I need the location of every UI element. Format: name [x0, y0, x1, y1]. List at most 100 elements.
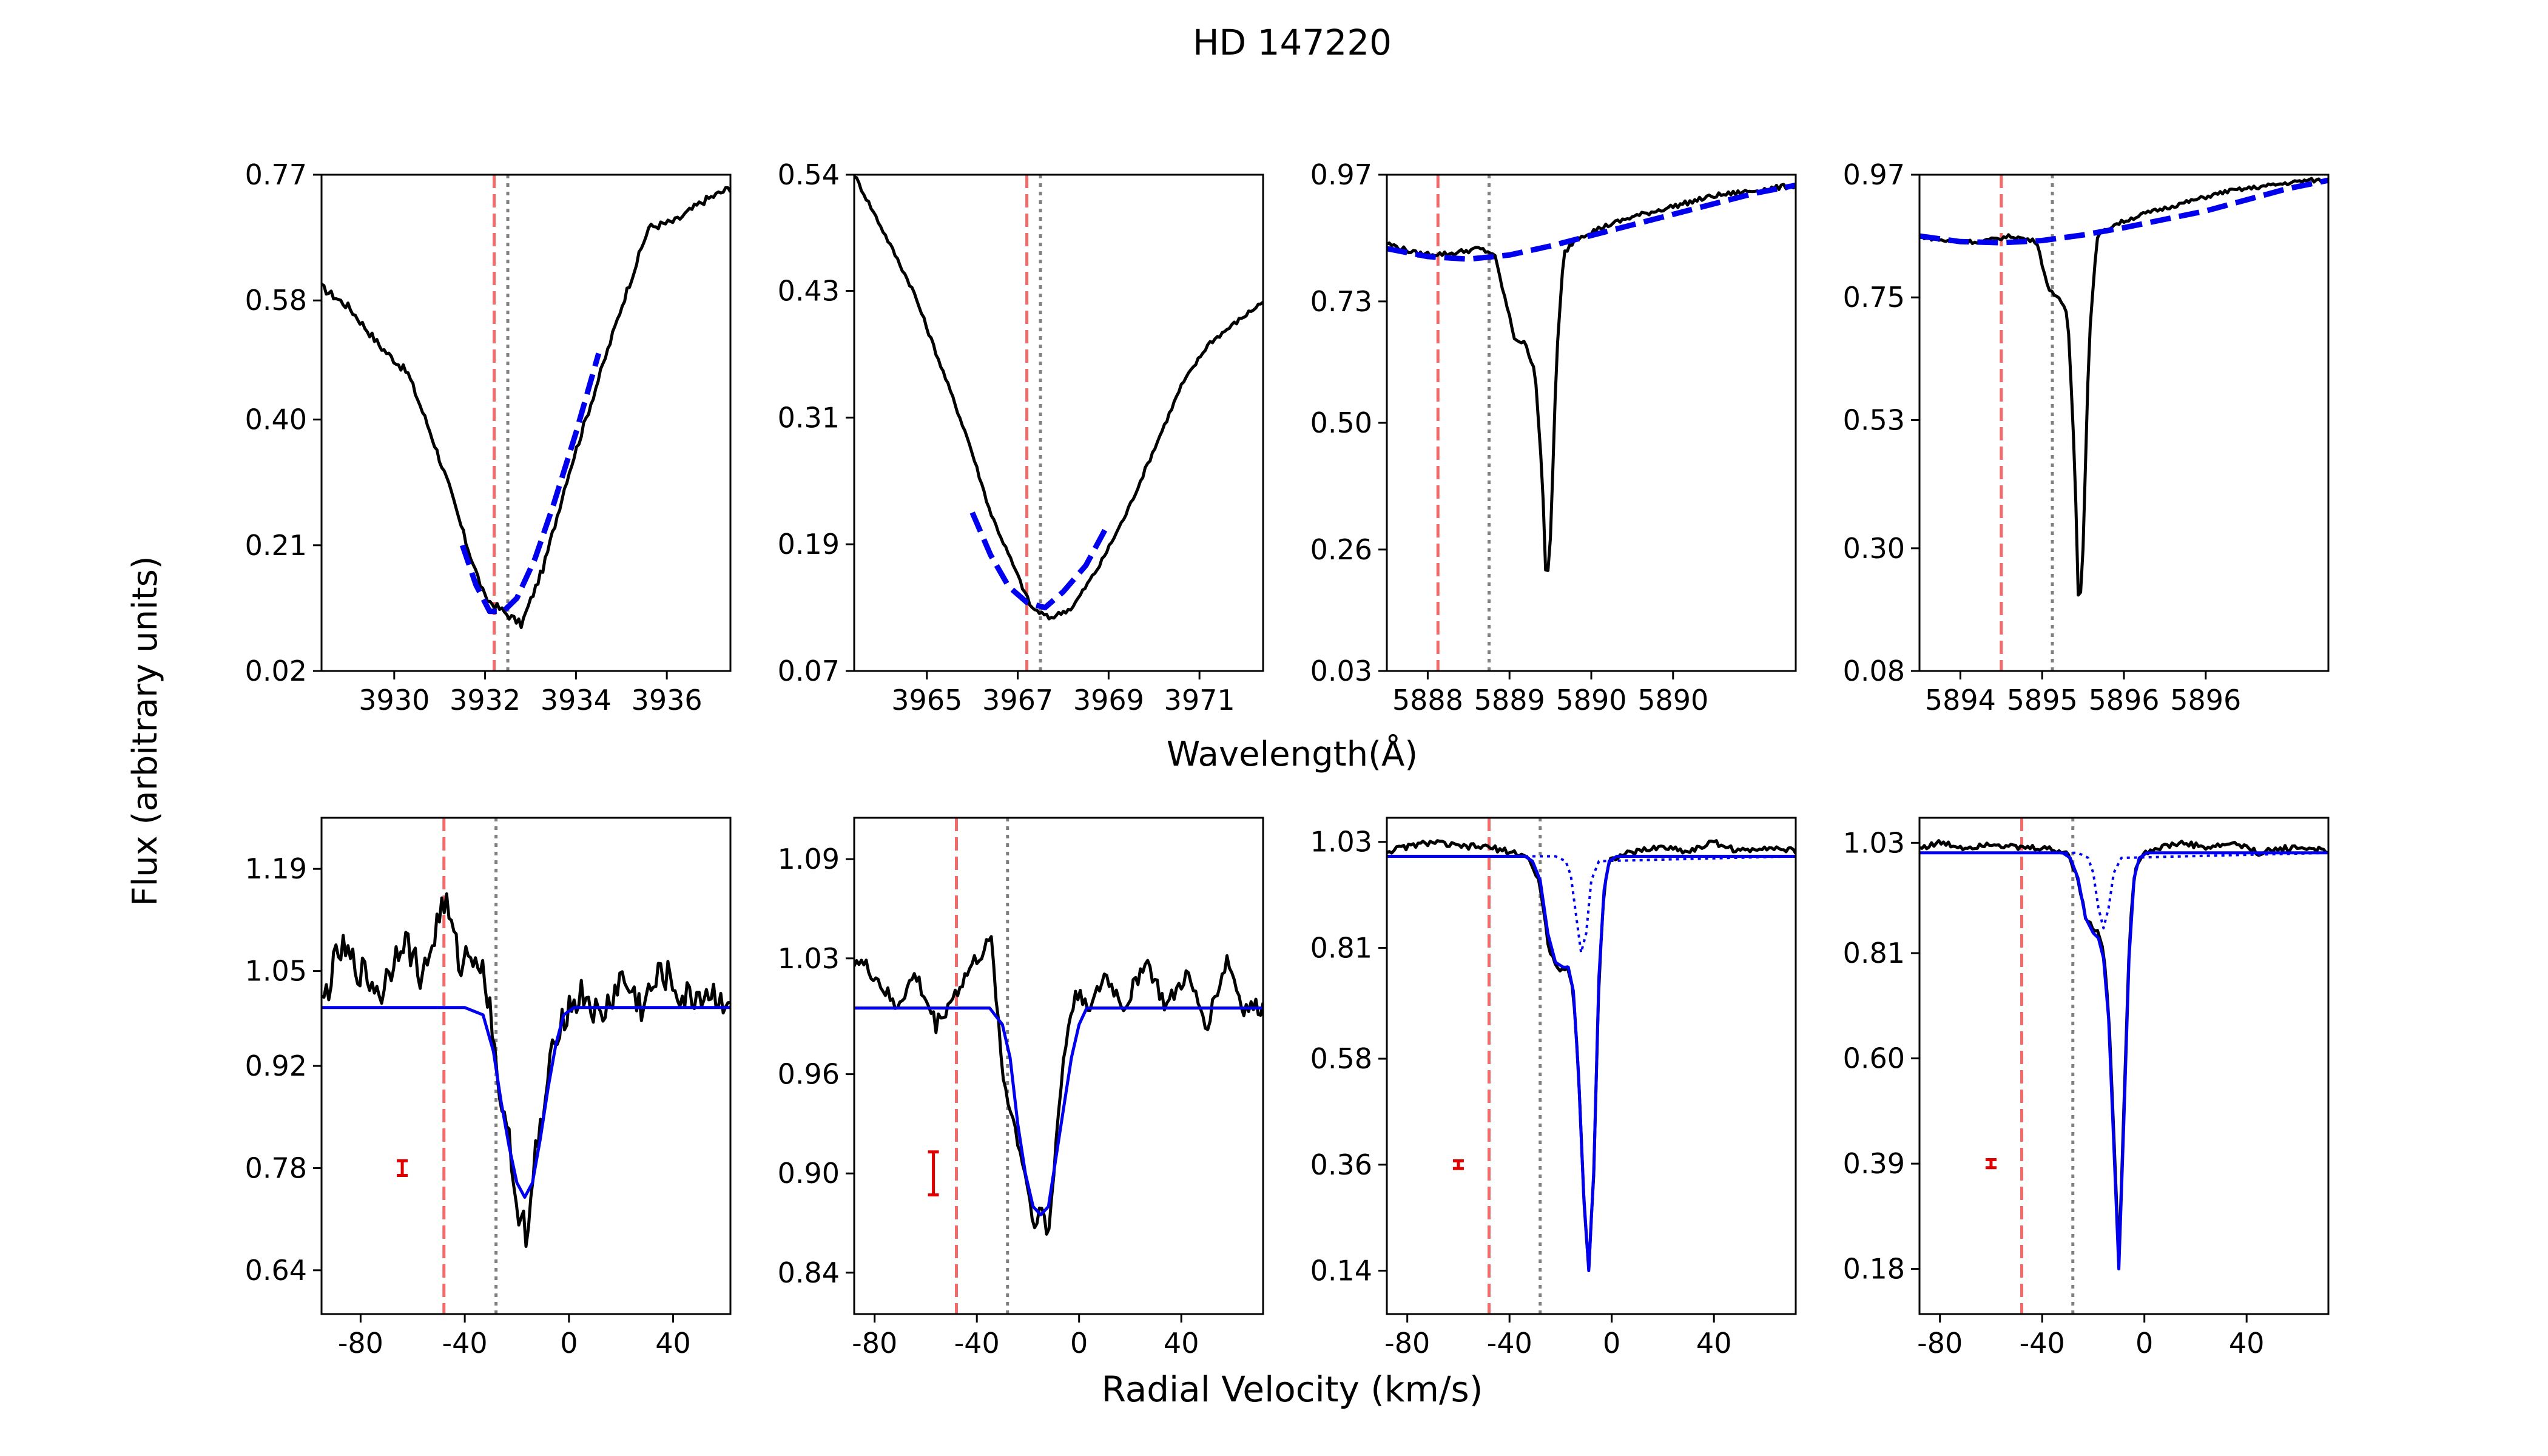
y-tick-label: 0.54: [778, 158, 840, 191]
plot-area: [322, 175, 730, 671]
x-tick-label: -40: [2020, 1327, 2065, 1360]
x-tick-label: 0: [1603, 1327, 1620, 1360]
y-tick-label: 0.81: [1310, 931, 1372, 964]
error-bar: [397, 1159, 408, 1177]
x-tick-label: 0: [2135, 1327, 2153, 1360]
y-tick-label: 0.75: [1843, 281, 1905, 314]
series-component: [1387, 855, 1796, 954]
x-tick-label: 3934: [541, 684, 612, 716]
series-fit: [854, 1006, 1263, 1216]
axes-frame: [853, 817, 1264, 1315]
x-tick-label: 5890: [1555, 684, 1626, 716]
x-axis-label-wavelength: Wavelength(Å): [1167, 734, 1418, 774]
y-tick-label: 1.03: [1310, 826, 1372, 858]
axes-frame: [1386, 817, 1797, 1315]
series-fit: [969, 511, 1111, 611]
x-tick-label: -80: [338, 1327, 383, 1360]
y-tick-label: 0.19: [778, 528, 840, 561]
y-tick-label: 0.14: [1310, 1255, 1372, 1287]
y-tick-label: 0.30: [1843, 532, 1905, 565]
x-axis-label-radial-velocity: Radial Velocity (km/s): [1102, 1369, 1483, 1410]
x-tick-label: 3967: [982, 684, 1053, 716]
x-tick-label: 0: [560, 1327, 578, 1360]
y-tick-label: 1.03: [778, 942, 840, 975]
y-tick-label: 1.09: [778, 843, 840, 875]
y-tick-label: 0.08: [1843, 655, 1905, 687]
y-tick-label: 1.03: [1843, 826, 1905, 859]
x-tick-label: 3969: [1073, 684, 1144, 716]
series-spectrum: [854, 175, 1263, 621]
y-tick-label: 0.78: [245, 1151, 307, 1184]
x-tick-label: -80: [852, 1327, 897, 1360]
plot-area: [854, 818, 1263, 1314]
axes-frame: [853, 174, 1264, 672]
x-tick-label: 5890: [1637, 684, 1708, 716]
x-tick-label: 5896: [2088, 684, 2159, 716]
plot-area: [1919, 175, 2328, 671]
panel-top-1: 3930 3932 3934 3936 0.02 0.21 0.40 0.58 0.77: [245, 158, 732, 716]
y-tick-label: 0.96: [778, 1058, 840, 1091]
x-tick-label: 5894: [1925, 684, 1996, 716]
panel-top-3: 5888 5889 5890 5890 0.03 0.26 0.50 0.73 0.97: [1310, 158, 1797, 716]
y-tick-label: 0.50: [1310, 406, 1372, 439]
x-tick-label: 0: [1070, 1327, 1088, 1360]
x-tick-label: 3971: [1164, 684, 1235, 716]
plot-area: [1919, 818, 2328, 1314]
x-tick-label: 3932: [450, 684, 521, 716]
y-tick-label: 0.77: [245, 158, 307, 191]
error-bar: [1452, 1159, 1464, 1170]
y-tick-label: 1.05: [245, 955, 307, 988]
panel-bottom-2: -80 -40 0 40 0.84 0.90 0.96 1.03 1.09: [778, 817, 1264, 1360]
series-spectrum: [1919, 177, 2328, 597]
y-tick-label: 0.40: [245, 403, 307, 436]
y-tick-label: 0.64: [245, 1254, 307, 1287]
y-axis-label: Flux (arbitrary units): [126, 556, 165, 906]
plot-area: [1387, 818, 1796, 1314]
y-tick-label: 0.97: [1310, 158, 1372, 191]
series-spectrum: [322, 186, 730, 629]
y-tick-label: 0.43: [778, 274, 840, 307]
figure-title: HD 147220: [1193, 22, 1392, 63]
x-tick-label: 3936: [632, 684, 703, 716]
axes-frame: [1386, 174, 1797, 672]
x-tick-label: 3965: [891, 684, 962, 716]
y-tick-label: 0.21: [245, 529, 307, 562]
x-tick-label: 40: [1696, 1327, 1732, 1360]
x-tick-label: -80: [1384, 1327, 1430, 1360]
x-tick-label: 5895: [2007, 684, 2078, 716]
panel-bottom-1: -80 -40 0 40 0.64 0.78 0.92 1.05 1.19: [245, 817, 732, 1360]
x-tick-label: 3930: [359, 684, 430, 716]
y-tick-label: 0.92: [245, 1050, 307, 1082]
y-tick-label: 0.81: [1843, 937, 1905, 969]
y-tick-label: 1.19: [245, 852, 307, 885]
series-fit: [1919, 177, 2328, 246]
y-tick-label: 0.53: [1843, 403, 1905, 436]
y-tick-label: 0.18: [1843, 1253, 1905, 1286]
plot-area: [1387, 175, 1796, 671]
series-fit: [459, 352, 602, 615]
series-spectrum: [854, 935, 1263, 1236]
axes-frame: [1918, 174, 2330, 672]
y-tick-label: 0.60: [1843, 1042, 1905, 1075]
error-bar: [928, 1150, 939, 1197]
x-tick-label: 40: [2229, 1327, 2265, 1360]
x-tick-label: 40: [655, 1327, 691, 1360]
y-tick-label: 0.31: [778, 401, 840, 434]
series-fit: [1387, 182, 1796, 262]
x-tick-label: -80: [1917, 1327, 1963, 1360]
panel-top-2: 3965 3967 3969 3971 0.07 0.19 0.31 0.43 0.54: [778, 158, 1264, 716]
x-tick-label: 40: [1164, 1327, 1199, 1360]
series-fit: [1919, 851, 2328, 1271]
y-tick-label: 0.90: [778, 1157, 840, 1190]
x-tick-label: 5888: [1392, 684, 1463, 716]
y-tick-label: 0.84: [778, 1256, 840, 1289]
y-tick-label: 0.26: [1310, 533, 1372, 566]
x-tick-label: -40: [442, 1327, 488, 1360]
series-spectrum: [322, 892, 730, 1248]
plot-area: [322, 818, 730, 1314]
x-tick-label: 5896: [2170, 684, 2241, 716]
axes-frame: [320, 174, 732, 672]
x-tick-label: -40: [1487, 1327, 1532, 1360]
error-bar: [1985, 1158, 1997, 1170]
